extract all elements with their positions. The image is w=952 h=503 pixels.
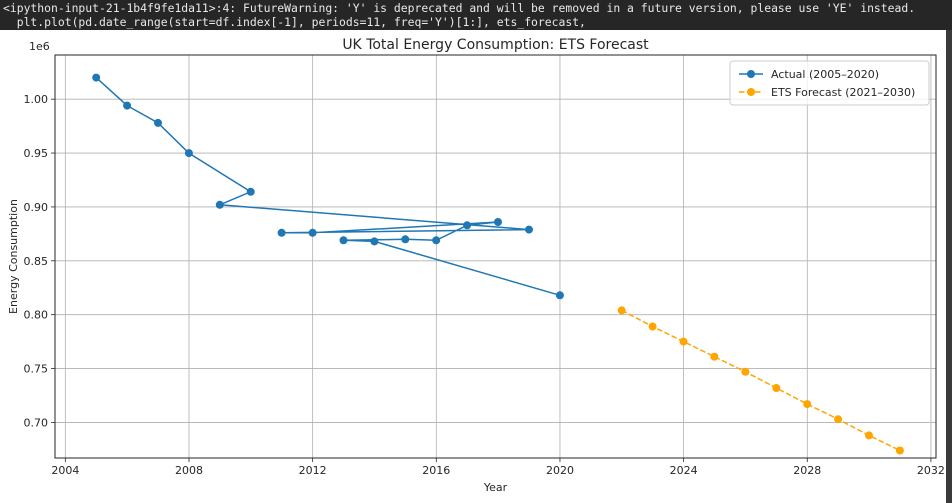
data-point-0 xyxy=(401,235,410,244)
data-point-1 xyxy=(679,337,688,346)
data-point-0 xyxy=(525,225,533,234)
x-tick-label: 2008 xyxy=(175,464,203,477)
data-point-1 xyxy=(617,306,626,315)
legend: Actual (2005–2020) ETS Forecast (2021–203… xyxy=(729,60,930,106)
x-tick-label: 2004 xyxy=(51,464,79,477)
forecast-chart: 2004 2008 2012 2016 2020 2024 2028 2032 0.700.7… xyxy=(7,37,945,494)
y-ticks: 0.70 0.75 0.80 0.85 0.90 0.95 1.00 xyxy=(24,93,55,429)
x-tick-label: 2012 xyxy=(299,464,327,477)
series-line-1 xyxy=(621,309,901,452)
legend-marker-0 xyxy=(747,70,755,78)
data-point-1 xyxy=(865,431,873,440)
data-point-1 xyxy=(834,415,843,424)
legend-marker-1 xyxy=(747,88,755,96)
warning-output: <ipython-input-21-1b4f9fe1da11>:4: Futur… xyxy=(0,0,952,30)
y-tick-label: 0.95 xyxy=(24,147,49,160)
series-markers xyxy=(92,73,904,455)
data-point-1 xyxy=(895,446,904,455)
data-point-1 xyxy=(710,352,719,361)
chart-title: UK Total Energy Consumption: ETS Forecas… xyxy=(342,37,649,53)
y-axis-label: Energy Consumption xyxy=(7,199,20,314)
data-point-1 xyxy=(648,322,657,331)
data-point-0 xyxy=(463,221,472,230)
data-point-0 xyxy=(432,236,441,245)
data-point-0 xyxy=(494,218,502,226)
figure: 2004 2008 2012 2016 2020 2024 2028 2032 0.70 0.7… xyxy=(0,30,946,503)
grid xyxy=(55,55,936,458)
data-point-0 xyxy=(184,149,193,158)
x-axis-label: Year xyxy=(483,481,508,494)
data-point-0 xyxy=(555,291,564,300)
y-tick-label: 0.70 xyxy=(24,416,49,429)
legend-box xyxy=(729,60,930,106)
x-ticks: 2004 2008 2012 2016 2020 2024 2028 2032 xyxy=(51,458,945,477)
data-point-0 xyxy=(370,237,379,246)
y-tick-label: 0.85 xyxy=(24,255,49,268)
x-tick-label: 2028 xyxy=(793,464,821,477)
scrollbar-track[interactable] xyxy=(946,30,952,503)
series-lines xyxy=(95,77,901,452)
x-tick-label: 2020 xyxy=(546,464,574,477)
data-point-0 xyxy=(215,200,224,209)
data-point-0 xyxy=(123,101,132,110)
warning-line-2: plt.plot(pd.date_range(start=df.index[-1… xyxy=(3,14,586,29)
axes-frame xyxy=(54,54,937,459)
data-point-0 xyxy=(277,228,286,237)
legend-label-0: Actual (2005–2020) xyxy=(771,68,879,81)
x-tick-label: 2016 xyxy=(422,464,450,477)
data-point-0 xyxy=(92,73,101,82)
series-line-0 xyxy=(95,77,561,297)
y-tick-label: 0.75 xyxy=(24,363,49,376)
data-point-0 xyxy=(308,228,317,237)
data-point-1 xyxy=(803,400,812,409)
data-point-0 xyxy=(339,236,348,245)
y-tick-label: 1.00 xyxy=(24,93,49,106)
data-point-1 xyxy=(772,384,781,392)
data-point-0 xyxy=(246,187,255,196)
warning-line-1: <ipython-input-21-1b4f9fe1da11>:4: Futur… xyxy=(3,1,916,15)
y-tick-label: 0.80 xyxy=(24,309,49,322)
legend-label-1: ETS Forecast (2021–2030) xyxy=(771,86,915,99)
data-point-1 xyxy=(741,367,750,376)
y-offset-label: 1e6 xyxy=(29,40,50,53)
x-tick-label: 2032 xyxy=(917,464,945,477)
data-point-0 xyxy=(154,118,162,127)
y-tick-label: 0.90 xyxy=(24,201,49,214)
x-tick-label: 2024 xyxy=(670,464,698,477)
